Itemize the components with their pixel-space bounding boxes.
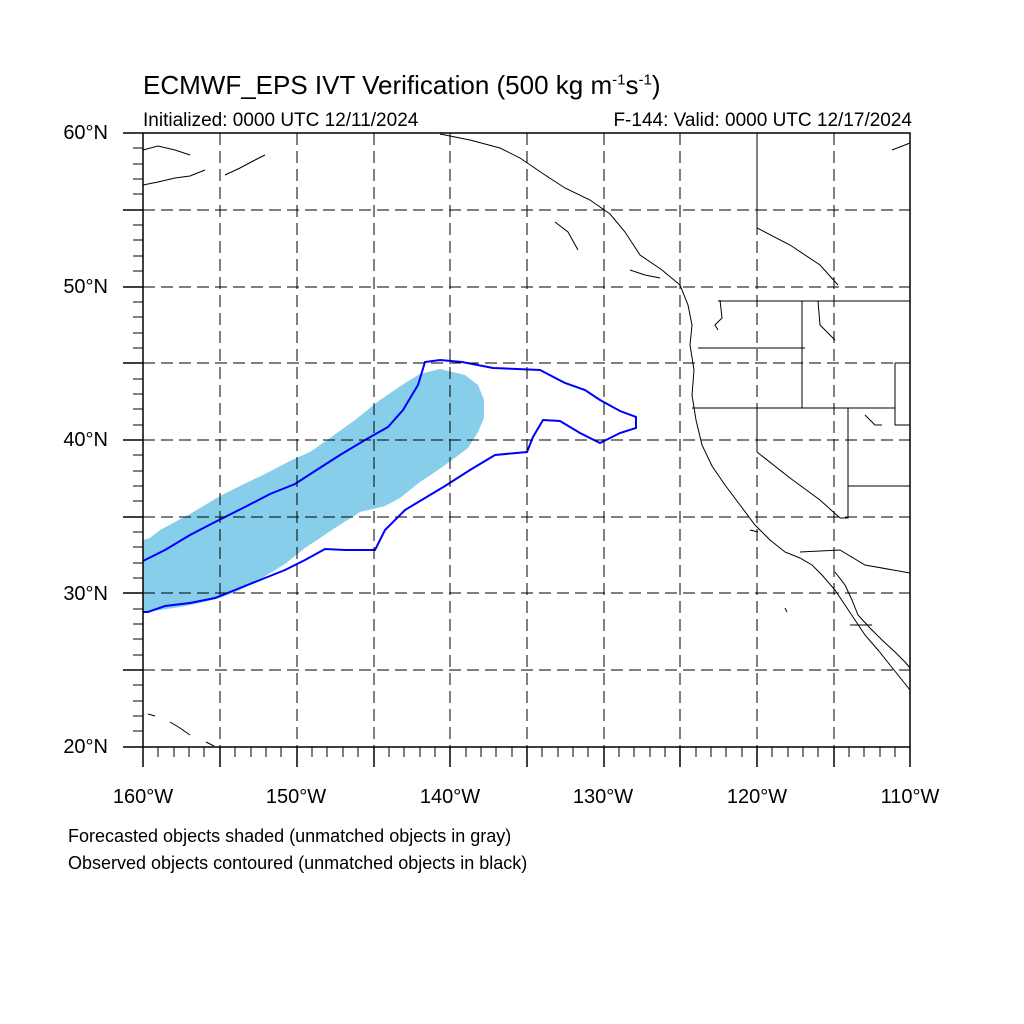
lon-label-130w: 130°W	[572, 786, 634, 808]
state-boundaries	[692, 134, 911, 626]
map-frame	[123, 132, 911, 767]
observed-note: Observed objects contoured (unmatched ob…	[68, 853, 528, 873]
forecast-object	[143, 369, 484, 612]
graticule	[143, 133, 910, 747]
initialized-label: Initialized: 0000 UTC 12/11/2024	[143, 110, 419, 131]
map-title: ECMWF_EPS IVT Verification (500 kg m-1s-…	[143, 70, 661, 100]
coastlines	[142, 133, 911, 747]
lat-label-30: 30°N	[63, 583, 108, 605]
valid-label: F-144: Valid: 0000 UTC 12/17/2024	[613, 110, 912, 131]
lon-label-140w: 140°W	[419, 786, 481, 808]
observed-object-contour	[142, 358, 637, 613]
lat-label-20: 20°N	[63, 736, 108, 758]
lat-label-60: 60°N	[63, 122, 108, 144]
lat-label-50: 50°N	[63, 276, 108, 298]
minor-ticks	[133, 147, 896, 757]
forecast-note: Forecasted objects shaded (unmatched obj…	[68, 826, 512, 846]
lon-label-120w: 120°W	[726, 786, 788, 808]
lon-label-110w: 110°W	[880, 786, 940, 808]
lon-label-150w: 150°W	[265, 786, 327, 808]
lon-label-160w: 160°W	[112, 786, 174, 808]
lat-label-40: 40°N	[63, 429, 108, 451]
